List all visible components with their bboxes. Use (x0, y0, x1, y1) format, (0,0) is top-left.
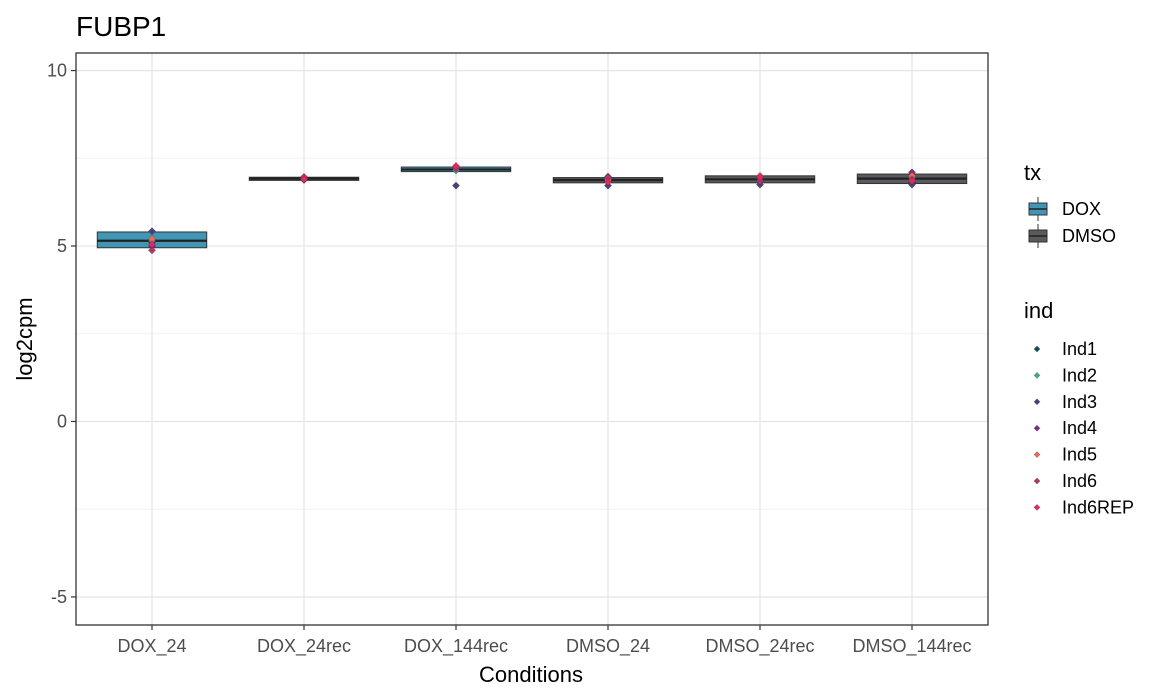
x-tick-label: DOX_144rec (404, 636, 508, 657)
point-Ind6REP (148, 240, 156, 249)
legend-ind-key-Ind1 (1033, 345, 1041, 353)
grid-major (76, 53, 988, 625)
legend-tx-label: DMSO (1062, 226, 1116, 246)
y-tick-label: 0 (57, 411, 67, 431)
y-axis-title: log2cpm (12, 297, 37, 380)
grid-minor (76, 157, 988, 510)
point-Ind6REP (756, 173, 764, 181)
legend-ind-label: Ind5 (1062, 445, 1097, 465)
legend-ind-label: Ind3 (1062, 392, 1097, 412)
x-axis: DOX_24 DOX_24rec DOX_144rec DMSO_24 DMSO_24r… (117, 625, 972, 657)
y-axis: -5 0 5 10 (47, 61, 76, 607)
point-Ind6 (756, 177, 764, 185)
data-points (148, 162, 916, 255)
y-tick-label: 10 (47, 61, 67, 81)
x-tick-label: DMSO_24 (566, 636, 650, 657)
x-tick-label: DMSO_144rec (852, 636, 971, 657)
panel-border (75, 52, 989, 626)
legend-tx: tx DOX DMSO (1024, 160, 1116, 248)
legend-ind-title: ind (1024, 298, 1053, 323)
legend-ind-label: Ind2 (1062, 365, 1097, 385)
point-Ind6REP (604, 178, 612, 186)
x-tick-label: DOX_24rec (257, 636, 351, 657)
chart-title: FUBP1 (76, 11, 166, 42)
legend-ind-label: Ind6REP (1062, 497, 1134, 517)
legend-ind-key-Ind6 (1033, 477, 1041, 485)
point-Ind3 (148, 227, 156, 236)
boxes (96, 166, 968, 249)
legend-ind-label: Ind1 (1062, 339, 1097, 359)
point-Ind6REP (908, 177, 916, 185)
point-Ind3 (452, 181, 460, 190)
legend-ind-key-Ind4 (1033, 424, 1041, 432)
legend-ind-key-Ind5 (1033, 451, 1041, 458)
point-Ind6REP (300, 175, 308, 184)
x-tick-label: DMSO_24rec (705, 636, 814, 657)
legend-ind: ind Ind1 Ind2 Ind3 Ind4 Ind5 Ind6 Ind6REP (1024, 298, 1134, 517)
x-tick-label: DOX_24 (117, 636, 186, 657)
legend-ind-key-Ind3 (1033, 398, 1041, 406)
legend-tx-label: DOX (1062, 199, 1101, 219)
point-Ind6 (148, 246, 156, 255)
x-axis-title: Conditions (479, 662, 583, 687)
y-tick-label: 5 (57, 236, 67, 256)
legend-ind-key-Ind6REP (1033, 504, 1041, 511)
point-Ind6REP (452, 162, 460, 170)
legend-tx-title: tx (1024, 160, 1041, 185)
legend-ind-label: Ind6 (1062, 471, 1097, 491)
legend-ind-key-Ind2 (1033, 372, 1041, 379)
y-tick-label: -5 (51, 587, 67, 607)
legend-ind-label: Ind4 (1062, 418, 1097, 438)
